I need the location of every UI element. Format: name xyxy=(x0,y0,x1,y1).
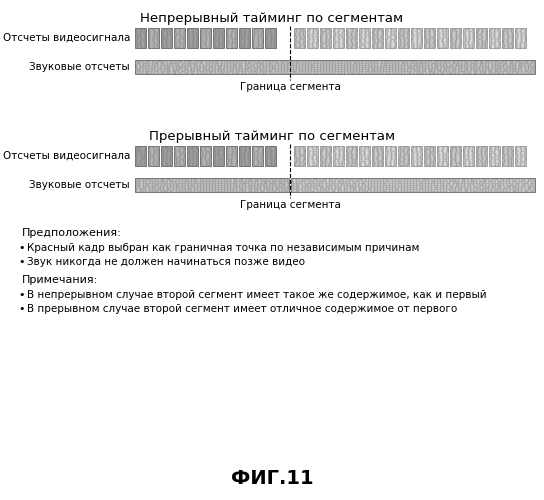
Bar xyxy=(135,146,146,166)
Bar xyxy=(476,146,487,166)
Text: •: • xyxy=(18,290,24,300)
Bar xyxy=(502,28,513,48)
Text: •: • xyxy=(18,243,24,253)
Bar xyxy=(385,28,396,48)
Bar xyxy=(200,28,211,48)
Bar xyxy=(213,28,224,48)
Text: Граница сегмента: Граница сегмента xyxy=(239,82,341,92)
Bar xyxy=(333,28,344,48)
Bar xyxy=(320,146,331,166)
Bar xyxy=(411,28,422,48)
Bar xyxy=(359,146,370,166)
Bar xyxy=(515,28,526,48)
Bar xyxy=(135,60,535,74)
Bar xyxy=(252,146,263,166)
Bar xyxy=(161,28,172,48)
Bar xyxy=(135,28,146,48)
Text: ФИГ.11: ФИГ.11 xyxy=(231,469,313,488)
Text: Отсчеты видеосигнала: Отсчеты видеосигнала xyxy=(3,151,130,161)
Bar xyxy=(463,28,474,48)
Text: Звуковые отсчеты: Звуковые отсчеты xyxy=(29,62,130,72)
Bar xyxy=(489,28,500,48)
Bar xyxy=(265,146,276,166)
Text: Предположения:: Предположения: xyxy=(22,228,122,238)
Bar xyxy=(265,28,276,48)
Bar xyxy=(226,28,237,48)
Bar xyxy=(252,28,263,48)
Bar xyxy=(174,146,185,166)
Bar xyxy=(476,28,487,48)
Bar xyxy=(437,146,448,166)
Bar xyxy=(148,28,159,48)
Bar xyxy=(320,28,331,48)
Bar xyxy=(463,146,474,166)
Bar xyxy=(385,146,396,166)
Text: Красный кадр выбран как граничная точка по независимым причинам: Красный кадр выбран как граничная точка … xyxy=(27,243,419,253)
Bar xyxy=(239,28,250,48)
Bar xyxy=(213,146,224,166)
Bar xyxy=(307,28,318,48)
Bar xyxy=(174,28,185,48)
Bar xyxy=(135,178,289,192)
Text: •: • xyxy=(18,304,24,314)
Bar xyxy=(291,178,535,192)
Bar xyxy=(424,28,435,48)
Bar xyxy=(424,146,435,166)
Text: •: • xyxy=(18,257,24,267)
Bar xyxy=(489,146,500,166)
Bar xyxy=(161,146,172,166)
Bar xyxy=(333,146,344,166)
Bar xyxy=(346,146,357,166)
Bar xyxy=(502,146,513,166)
Bar xyxy=(346,28,357,48)
Text: Граница сегмента: Граница сегмента xyxy=(239,200,341,210)
Bar xyxy=(294,146,305,166)
Bar xyxy=(148,146,159,166)
Text: Отсчеты видеосигнала: Отсчеты видеосигнала xyxy=(3,33,130,43)
Bar xyxy=(515,146,526,166)
Text: Прерывный тайминг по сегментам: Прерывный тайминг по сегментам xyxy=(149,130,395,143)
Bar xyxy=(307,146,318,166)
Bar xyxy=(398,146,409,166)
Text: Звуковые отсчеты: Звуковые отсчеты xyxy=(29,180,130,190)
Text: В непрерывном случае второй сегмент имеет такое же содержимое, как и первый: В непрерывном случае второй сегмент имее… xyxy=(27,290,487,300)
Bar xyxy=(372,28,383,48)
Bar xyxy=(372,146,383,166)
Bar xyxy=(437,28,448,48)
Bar xyxy=(294,28,305,48)
Text: Непрерывный тайминг по сегментам: Непрерывный тайминг по сегментам xyxy=(140,12,404,25)
Bar xyxy=(226,146,237,166)
Bar xyxy=(450,28,461,48)
Text: Звук никогда не должен начинаться позже видео: Звук никогда не должен начинаться позже … xyxy=(27,257,305,267)
Bar xyxy=(411,146,422,166)
Bar xyxy=(187,146,198,166)
Bar xyxy=(187,28,198,48)
Bar xyxy=(450,146,461,166)
Bar xyxy=(200,146,211,166)
Bar xyxy=(239,146,250,166)
Bar xyxy=(398,28,409,48)
Text: Примечания:: Примечания: xyxy=(22,275,98,285)
Text: В прерывном случае второй сегмент имеет отличное содержимое от первого: В прерывном случае второй сегмент имеет … xyxy=(27,304,458,314)
Bar xyxy=(359,28,370,48)
